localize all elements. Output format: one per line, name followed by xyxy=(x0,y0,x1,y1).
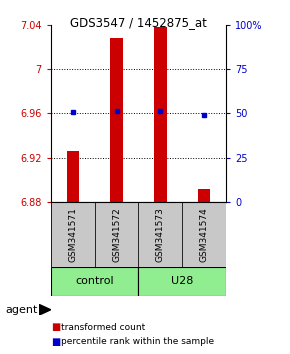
FancyBboxPatch shape xyxy=(182,202,226,267)
Bar xyxy=(66,151,79,202)
FancyBboxPatch shape xyxy=(51,202,95,267)
FancyBboxPatch shape xyxy=(139,267,226,296)
Polygon shape xyxy=(39,304,51,315)
Text: transformed count: transformed count xyxy=(61,323,145,332)
Text: ■: ■ xyxy=(51,322,60,332)
Text: percentile rank within the sample: percentile rank within the sample xyxy=(61,337,214,346)
Text: control: control xyxy=(75,276,114,286)
Text: GSM341574: GSM341574 xyxy=(200,207,209,262)
FancyBboxPatch shape xyxy=(139,202,182,267)
Text: GSM341571: GSM341571 xyxy=(68,207,77,262)
Text: ■: ■ xyxy=(51,337,60,347)
Text: GSM341572: GSM341572 xyxy=(112,207,121,262)
FancyBboxPatch shape xyxy=(51,267,139,296)
Bar xyxy=(154,27,166,202)
Text: GDS3547 / 1452875_at: GDS3547 / 1452875_at xyxy=(70,16,207,29)
Bar xyxy=(198,189,211,202)
FancyBboxPatch shape xyxy=(51,202,226,267)
Text: U28: U28 xyxy=(171,276,193,286)
Bar xyxy=(110,38,123,202)
FancyBboxPatch shape xyxy=(95,202,139,267)
Text: agent: agent xyxy=(6,305,38,315)
Text: GSM341573: GSM341573 xyxy=(156,207,165,262)
